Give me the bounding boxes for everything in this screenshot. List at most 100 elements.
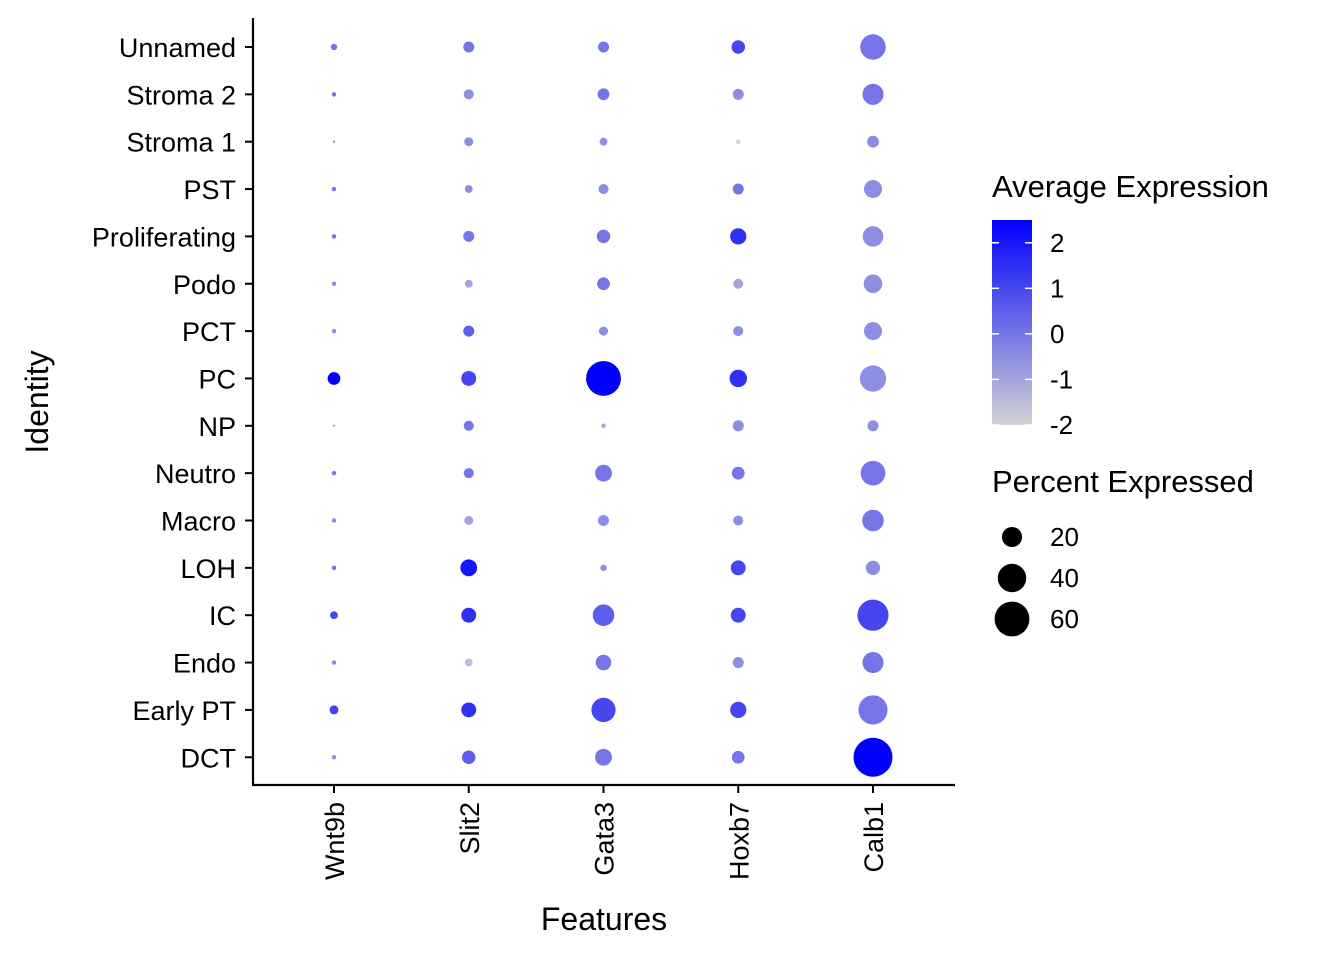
color-legend-bar <box>992 220 1032 425</box>
dot-early-pt-hoxb7 <box>730 701 747 719</box>
y-tick-label: PCT <box>182 317 236 347</box>
dot-np-hoxb7 <box>732 420 744 432</box>
dot-podo-wnt9b <box>331 281 337 286</box>
dot-pc-slit2 <box>461 370 477 386</box>
dot-podo-calb1 <box>863 274 883 294</box>
color-legend-ticks: 2 1 0 -1 -2 <box>992 228 1073 440</box>
size-legend: Percent Expressed 20 40 60 <box>992 464 1254 637</box>
y-tick-label: Podo <box>173 270 236 300</box>
dot-podo-hoxb7 <box>733 278 744 289</box>
dot-pst-slit2 <box>464 185 473 193</box>
dot-pct-wnt9b <box>331 328 337 334</box>
color-legend-label: 2 <box>1050 228 1064 258</box>
y-tick-label: NP <box>198 412 236 442</box>
y-tick-label: PC <box>198 364 236 394</box>
dot-np-gata3 <box>601 423 606 429</box>
dot-neutro-hoxb7 <box>731 466 745 480</box>
y-tick-label: DCT <box>181 743 237 773</box>
dot-stroma-1-wnt9b <box>332 140 336 143</box>
color-legend-label: 1 <box>1050 273 1064 303</box>
dot-dct-hoxb7 <box>731 750 745 764</box>
dot-stroma-1-slit2 <box>464 137 474 147</box>
dot-macro-calb1 <box>862 509 884 532</box>
dot-loh-hoxb7 <box>730 560 746 576</box>
dot-neutro-slit2 <box>463 468 474 479</box>
dot-neutro-gata3 <box>595 464 612 482</box>
dot-podo-gata3 <box>597 277 610 291</box>
y-tick-label: IC <box>209 601 236 631</box>
dot-pst-wnt9b <box>331 186 337 192</box>
dot-ic-gata3 <box>592 604 615 626</box>
dot-endo-gata3 <box>595 654 612 671</box>
x-tick-label: Gata3 <box>590 802 620 876</box>
dot-endo-wnt9b <box>331 660 337 665</box>
dot-unnamed-gata3 <box>597 41 610 53</box>
size-legend-label: 40 <box>1050 563 1079 593</box>
dot-ic-slit2 <box>461 607 477 623</box>
dot-macro-hoxb7 <box>733 515 744 526</box>
y-tick-label: PST <box>183 175 236 205</box>
dot-macro-wnt9b <box>331 518 337 523</box>
dot-pst-gata3 <box>598 184 609 195</box>
dot-macro-slit2 <box>464 516 474 525</box>
plot-area <box>327 34 893 777</box>
x-tick-label: Wnt9b <box>320 802 350 880</box>
x-tick-label: Hoxb7 <box>724 802 754 880</box>
dot-endo-hoxb7 <box>732 657 744 669</box>
y-tick-label: Stroma 2 <box>126 80 236 110</box>
dot-pc-hoxb7 <box>729 369 747 388</box>
y-tick-label: Endo <box>173 649 236 679</box>
dot-proliferating-hoxb7 <box>730 228 747 245</box>
dot-dct-calb1 <box>853 737 893 777</box>
dot-loh-calb1 <box>865 560 881 575</box>
dot-unnamed-wnt9b <box>330 43 338 51</box>
y-tick-label: Neutro <box>155 459 236 489</box>
dot-pct-slit2 <box>463 325 475 337</box>
dot-unnamed-hoxb7 <box>731 40 745 54</box>
size-legend-title: Percent Expressed <box>992 464 1254 499</box>
dot-endo-calb1 <box>862 651 884 674</box>
x-axis-title: Features <box>541 901 667 937</box>
dot-early-pt-slit2 <box>461 702 477 718</box>
x-tick-label: Slit2 <box>455 802 485 855</box>
x-axis-ticks: Wnt9b Slit2 Gata3 Hoxb7 Calb1 <box>320 785 889 880</box>
size-legend-label: 20 <box>1050 522 1079 552</box>
dot-neutro-wnt9b <box>331 470 337 476</box>
dot-pst-calb1 <box>864 180 882 199</box>
dot-loh-wnt9b <box>331 565 337 571</box>
dot-podo-slit2 <box>464 279 473 288</box>
dot-stroma-2-slit2 <box>463 89 474 100</box>
dot-stroma-2-wnt9b <box>331 92 337 97</box>
size-legend-label: 60 <box>1050 604 1079 634</box>
dot-np-calb1 <box>867 420 879 432</box>
dot-pst-hoxb7 <box>732 183 744 195</box>
dot-proliferating-gata3 <box>596 229 611 244</box>
dot-proliferating-calb1 <box>862 226 884 247</box>
dot-dct-wnt9b <box>331 755 337 760</box>
dot-pct-calb1 <box>864 322 882 341</box>
dot-stroma-1-hoxb7 <box>736 139 741 144</box>
dot-ic-calb1 <box>857 599 889 631</box>
dot-stroma-2-hoxb7 <box>732 88 744 100</box>
dot-pc-calb1 <box>859 365 887 392</box>
dot-stroma-2-gata3 <box>597 88 610 101</box>
dot-macro-gata3 <box>597 514 610 527</box>
dot-stroma-1-gata3 <box>599 137 608 146</box>
y-tick-label: Early PT <box>132 696 236 726</box>
dot-proliferating-slit2 <box>463 230 475 242</box>
dot-stroma-2-calb1 <box>862 83 884 105</box>
dot-ic-hoxb7 <box>730 607 746 623</box>
y-axis-ticks: Unnamed Stroma 2 Stroma 1 PST Proliferating P… <box>92 33 253 773</box>
y-axis-title: Identity <box>19 350 55 453</box>
dot-dct-gata3 <box>595 748 612 766</box>
dot-dct-slit2 <box>462 750 476 764</box>
dot-stroma-1-calb1 <box>867 135 879 148</box>
y-tick-label: Proliferating <box>92 222 236 252</box>
dot-pc-wnt9b <box>327 372 341 385</box>
y-tick-label: Unnamed <box>119 33 236 63</box>
dot-proliferating-wnt9b <box>331 234 337 239</box>
dot-pct-gata3 <box>599 326 608 336</box>
size-legend-dot <box>1001 526 1023 548</box>
y-tick-label: Stroma 1 <box>126 128 236 158</box>
